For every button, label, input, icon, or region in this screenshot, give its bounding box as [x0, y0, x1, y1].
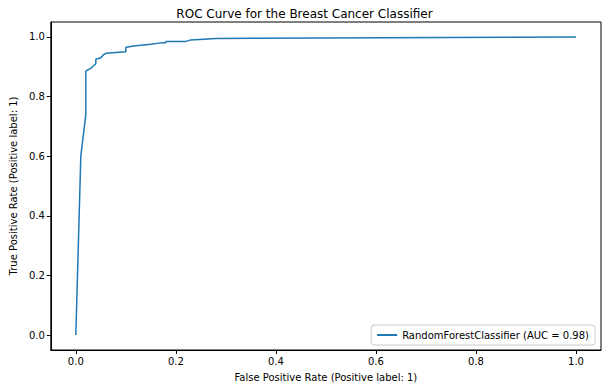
- svg-text:0.2: 0.2: [168, 356, 184, 367]
- svg-text:0.0: 0.0: [68, 356, 84, 367]
- svg-text:RandomForestClassifier (AUC =: RandomForestClassifier (AUC = 0.98): [402, 330, 589, 341]
- svg-text:True Positive Rate (Positive l: True Positive Rate (Positive label: 1): [8, 96, 19, 276]
- svg-text:0.4: 0.4: [29, 210, 45, 221]
- svg-text:0.0: 0.0: [29, 330, 45, 341]
- svg-text:ROC Curve for the Breast Cance: ROC Curve for the Breast Cancer Classifi…: [176, 7, 432, 21]
- svg-text:0.8: 0.8: [468, 356, 484, 367]
- svg-text:0.6: 0.6: [29, 151, 45, 162]
- svg-text:0.4: 0.4: [268, 356, 284, 367]
- svg-text:False Positive Rate (Positive: False Positive Rate (Positive label: 1): [235, 372, 418, 383]
- svg-text:0.8: 0.8: [29, 91, 45, 102]
- svg-text:1.0: 1.0: [568, 356, 584, 367]
- svg-text:1.0: 1.0: [29, 31, 45, 42]
- svg-text:0.6: 0.6: [368, 356, 384, 367]
- svg-text:0.2: 0.2: [29, 270, 45, 281]
